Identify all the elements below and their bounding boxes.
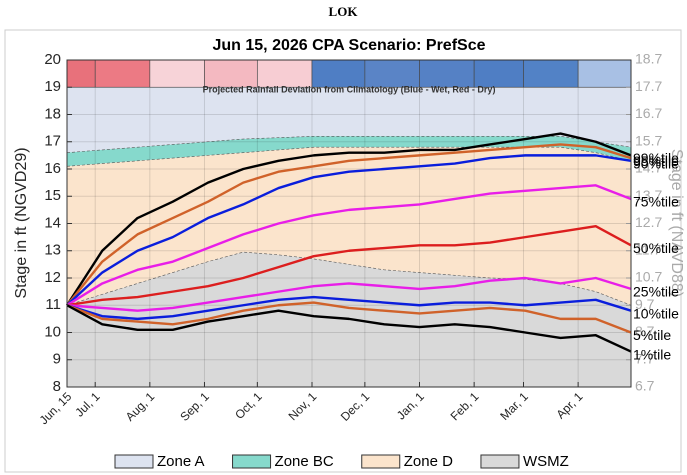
y2-tick-label: 6.7 [635, 378, 655, 394]
series-line [65, 132, 632, 306]
rainfall-cell [473, 59, 524, 88]
zone-area [67, 87, 631, 153]
y2-tick-label: 14.7 [635, 160, 662, 176]
y2-tick-label: 16.7 [635, 105, 662, 121]
series-line [66, 295, 632, 321]
y-tick-label: 18 [44, 105, 61, 122]
page-title: LOK [329, 4, 359, 19]
y-tick-label: 14 [44, 214, 61, 231]
rainfall-cell [311, 59, 366, 88]
series-label: 50%tile [633, 240, 679, 256]
series-line [66, 225, 632, 307]
y-tick-label: 13 [44, 242, 61, 259]
y-tick-label: 10 [44, 323, 61, 340]
y-tick-label: 19 [44, 78, 61, 95]
rainfall-cell [94, 59, 151, 88]
rainfall-cell [204, 59, 258, 88]
rainfall-cell [419, 59, 475, 88]
rainfall-cell [257, 59, 313, 88]
y2-tick-label: 12.7 [635, 214, 662, 230]
rainfall-cell [577, 59, 632, 88]
series-label: 10%tile [633, 305, 679, 321]
legend-swatch [480, 454, 520, 469]
rainfall-cell [523, 59, 579, 88]
y-tick-label: 12 [44, 269, 61, 286]
y2-tick-label: 15.7 [635, 132, 662, 148]
series-line [66, 143, 632, 307]
y-axis-label: Stage in ft (NGVD29) [13, 147, 30, 298]
plot-frame [66, 59, 632, 388]
series-label: 25%tile [633, 284, 679, 300]
y-tick-label: 15 [44, 187, 61, 204]
y2-tick-label: 10.7 [635, 269, 662, 285]
y2-tick-label: 11.7 [635, 241, 661, 257]
y2-tick-label: 8.7 [635, 323, 655, 339]
y-tick-label: 17 [44, 133, 61, 150]
series-label: 1%tile [633, 346, 671, 362]
series-label: 90%tile [633, 156, 679, 172]
zone-boundary [66, 251, 632, 306]
legend-label: Zone A [157, 453, 205, 470]
series-line [66, 154, 632, 307]
y-tick-label: 20 [44, 51, 61, 68]
legend-label: Zone BC [275, 453, 334, 470]
series-label: 95%tile [633, 153, 679, 169]
y-tick-label: 9 [53, 351, 61, 368]
series-label: 99%tile [633, 150, 679, 166]
y-tick-label: 16 [44, 160, 61, 177]
rainfall-label: Projected Rainfall Deviation from Climat… [203, 85, 496, 95]
y2-tick-label: 9.7 [635, 296, 655, 312]
legend-swatch [232, 454, 272, 469]
zone-area [67, 147, 631, 306]
series-line [66, 304, 632, 353]
rainfall-cell [364, 59, 420, 88]
y2-tick-label: 7.7 [635, 350, 655, 366]
chart-title: Jun 15, 2026 CPA Scenario: PrefSce [212, 37, 485, 54]
series-label: 5%tile [633, 327, 671, 343]
y-tick-label: 8 [53, 378, 61, 395]
y2-axis-label: Stage in ft (NAVD88) [668, 149, 685, 297]
legend-swatch [361, 454, 401, 469]
y2-tick-label: 13.7 [635, 187, 662, 203]
series-label: 75%tile [633, 194, 679, 210]
rainfall-cell [66, 59, 96, 88]
series-line [66, 276, 632, 312]
y2-tick-label: 18.7 [635, 51, 662, 67]
series-line [66, 184, 632, 307]
legend-label: WSMZ [523, 453, 569, 470]
series-line [66, 301, 632, 334]
y2-tick-label: 17.7 [635, 78, 662, 94]
y-tick-label: 11 [45, 296, 61, 313]
rainfall-cell [149, 59, 205, 88]
legend-swatch [114, 454, 154, 469]
legend-label: Zone D [404, 453, 453, 470]
